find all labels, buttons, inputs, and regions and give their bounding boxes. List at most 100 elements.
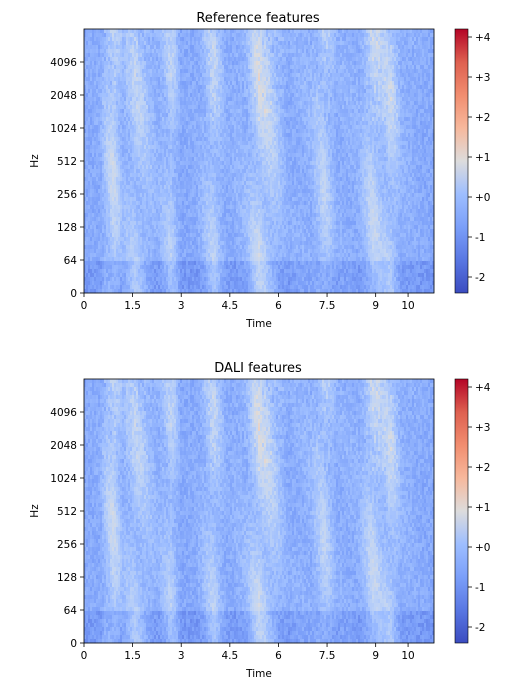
heatmap-cell (86, 249, 89, 254)
heatmap-cell (146, 237, 149, 242)
heatmap-cell (98, 77, 101, 82)
heatmap-cell (148, 225, 151, 230)
heatmap-cell (170, 105, 173, 110)
heatmap-cell (232, 221, 235, 226)
heatmap-cell (222, 217, 225, 222)
heatmap-cell (108, 161, 111, 166)
heatmap-cell (142, 157, 145, 162)
heatmap-cell (94, 221, 97, 226)
heatmap-cell (152, 233, 155, 238)
heatmap-cell (202, 69, 205, 74)
heatmap-cell (108, 221, 111, 226)
heatmap-cell (88, 141, 91, 146)
heatmap-cell (214, 221, 217, 226)
heatmap-cell (228, 169, 231, 174)
heatmap-cell (194, 113, 197, 118)
heatmap-cell (126, 109, 129, 114)
heatmap-cell (174, 125, 177, 130)
heatmap-cell (216, 221, 219, 226)
heatmap-cell (84, 117, 87, 122)
heatmap-cell (226, 81, 229, 86)
heatmap-cell (128, 253, 131, 258)
heatmap-cell (172, 249, 175, 254)
heatmap-cell (178, 209, 181, 214)
heatmap-cell (230, 69, 233, 74)
heatmap-cell (206, 197, 209, 202)
heatmap-cell (100, 285, 103, 290)
heatmap-cell (142, 141, 145, 146)
heatmap-cell (132, 229, 135, 234)
heatmap-cell (110, 189, 113, 194)
heatmap-cell (180, 273, 183, 278)
heatmap-cell (96, 89, 99, 94)
heatmap-cell (146, 117, 149, 122)
heatmap-cell (92, 81, 95, 86)
heatmap-cell (120, 173, 123, 178)
heatmap-cell (100, 289, 103, 294)
heatmap-cell (198, 65, 201, 70)
heatmap-cell (182, 89, 185, 94)
heatmap-cell (156, 181, 159, 186)
heatmap-cell (162, 217, 165, 222)
heatmap-cell (94, 249, 97, 254)
heatmap-cell (122, 269, 125, 274)
heatmap-cell (96, 193, 99, 198)
heatmap-cell (182, 213, 185, 218)
heatmap-cell (156, 209, 159, 214)
heatmap-cell (106, 121, 109, 126)
heatmap-cell (132, 65, 135, 70)
heatmap-cell (116, 117, 119, 122)
heatmap-cell (154, 65, 157, 70)
heatmap-cell (186, 149, 189, 154)
heatmap-cell (154, 157, 157, 162)
heatmap-cell (162, 121, 165, 126)
heatmap-cell (142, 181, 145, 186)
heatmap-cell (106, 261, 109, 266)
heatmap-cell (204, 37, 207, 42)
heatmap-cell (154, 229, 157, 234)
heatmap-cell (106, 37, 109, 42)
heatmap-cell (222, 189, 225, 194)
heatmap-cell (130, 81, 133, 86)
heatmap-cell (176, 257, 179, 262)
heatmap-cell (228, 129, 231, 134)
heatmap-cell (190, 101, 193, 106)
heatmap-cell (152, 85, 155, 90)
heatmap-cell (152, 269, 155, 274)
heatmap-cell (184, 137, 187, 142)
heatmap-cell (100, 65, 103, 70)
heatmap-cell (102, 245, 105, 250)
heatmap-cell (106, 281, 109, 286)
heatmap-cell (158, 245, 161, 250)
heatmap-cell (108, 125, 111, 130)
heatmap-cell (232, 225, 235, 230)
heatmap-cell (92, 125, 95, 130)
heatmap-cell (206, 157, 209, 162)
heatmap-cell (140, 105, 143, 110)
heatmap-cell (192, 37, 195, 42)
heatmap-cell (164, 249, 167, 254)
heatmap-cell (206, 185, 209, 190)
heatmap-cell (214, 249, 217, 254)
heatmap-cell (232, 157, 235, 162)
heatmap-cell (138, 145, 141, 150)
heatmap-cell (84, 37, 87, 42)
heatmap-cell (158, 185, 161, 190)
heatmap-cell (224, 241, 227, 246)
heatmap-cell (206, 189, 209, 194)
heatmap-cell (94, 133, 97, 138)
heatmap-cell (180, 97, 183, 102)
heatmap-cell (208, 261, 211, 266)
heatmap-cell (88, 77, 91, 82)
heatmap-cell (152, 169, 155, 174)
heatmap-cell (90, 85, 93, 90)
heatmap-cell (222, 197, 225, 202)
heatmap-cell (110, 233, 113, 238)
heatmap-cell (176, 61, 179, 66)
heatmap-cell (100, 101, 103, 106)
heatmap-cell (172, 177, 175, 182)
heatmap-cell (162, 213, 165, 218)
heatmap-cell (224, 189, 227, 194)
heatmap-cell (146, 121, 149, 126)
heatmap-cell (220, 213, 223, 218)
